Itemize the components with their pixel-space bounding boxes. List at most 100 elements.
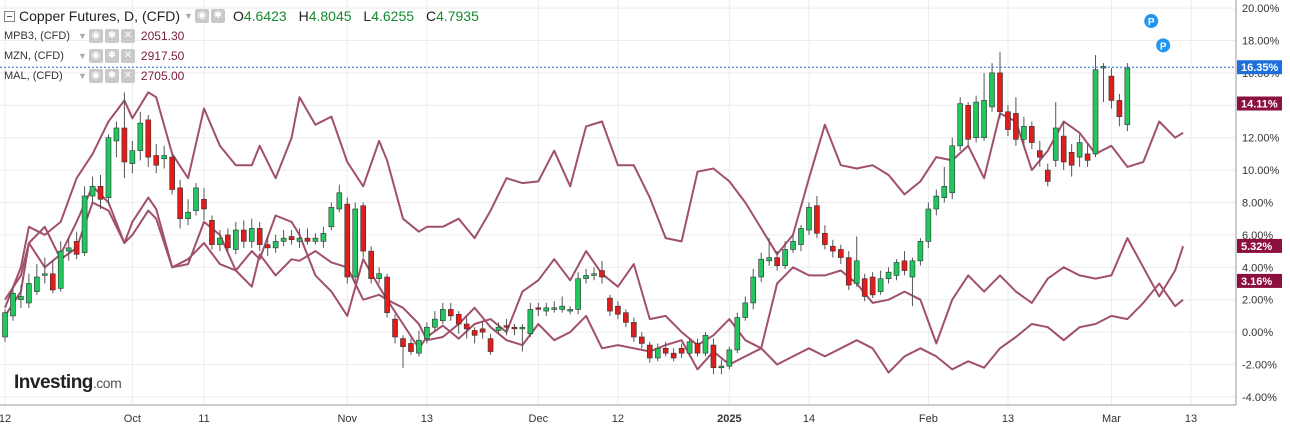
candle: [567, 306, 573, 315]
candle: [1092, 55, 1099, 158]
x-tick-label: 2025: [717, 413, 741, 425]
candle-body: [654, 347, 661, 359]
candle: [989, 63, 995, 112]
compare-name[interactable]: MPB3, (CFD): [4, 30, 70, 42]
candle-body: [997, 72, 1003, 113]
candle-body: [495, 326, 502, 331]
candle-body: [1052, 127, 1059, 161]
chevron-down-icon[interactable]: ▼: [78, 51, 87, 61]
y-tick-label: 8.00%: [1242, 198, 1273, 210]
candle-body: [742, 302, 749, 318]
candle: [822, 225, 828, 250]
candle: [424, 322, 430, 344]
settings-icon[interactable]: ✱: [104, 49, 119, 63]
axis-price-label-bg: [1237, 273, 1282, 288]
symbol-title[interactable]: Copper Futures, D, (CFD): [19, 8, 181, 24]
candle: [2, 309, 8, 342]
eye-icon[interactable]: ◉: [88, 49, 103, 63]
candle: [837, 244, 844, 265]
settings-icon[interactable]: ✱: [104, 29, 119, 43]
candle: [352, 202, 359, 284]
axis-price-label-text: 5.32%: [1241, 241, 1272, 253]
candle-body: [41, 273, 48, 276]
candle: [710, 338, 717, 375]
candle: [201, 187, 207, 221]
collapse-legend-icon[interactable]: [4, 10, 15, 22]
candle-body: [1076, 142, 1083, 158]
axis-price-label-bg: [1237, 60, 1282, 75]
candle-body: [89, 186, 96, 197]
candle-body: [543, 307, 550, 312]
candle: [877, 270, 884, 295]
candle: [145, 115, 152, 167]
candle-body: [750, 276, 757, 304]
candle: [670, 348, 677, 362]
settings-icon[interactable]: ✱: [104, 69, 119, 83]
close-icon[interactable]: ✕: [120, 49, 135, 63]
x-tick-label: Oct: [124, 413, 141, 425]
candle: [368, 246, 374, 284]
y-tick-label: 20.00%: [1242, 3, 1280, 15]
candle-body: [479, 328, 486, 333]
candle: [830, 239, 836, 258]
axis-price-label-text: 14.11%: [1241, 99, 1278, 111]
candle-body: [65, 247, 72, 252]
candle: [49, 260, 56, 294]
candle: [376, 267, 382, 284]
settings-icon[interactable]: ✱: [210, 9, 225, 23]
eye-icon[interactable]: ◉: [194, 9, 209, 23]
candle-body: [169, 156, 175, 190]
y-tick-label: 6.00%: [1242, 230, 1273, 242]
candle: [702, 332, 709, 357]
eye-icon[interactable]: ◉: [88, 69, 103, 83]
candle-body: [806, 207, 812, 231]
candle-body: [734, 317, 741, 351]
x-tick-label: Mar: [1102, 413, 1121, 425]
candle: [758, 252, 765, 282]
candle: [73, 231, 80, 260]
candle-body: [909, 260, 916, 278]
candle-body: [822, 232, 828, 245]
candle: [312, 233, 319, 245]
candle-body: [1124, 67, 1131, 126]
close-icon[interactable]: ✕: [120, 29, 135, 43]
chevron-down-icon[interactable]: ▼: [78, 31, 87, 41]
candle-body: [161, 155, 167, 160]
candle: [57, 241, 64, 292]
candle-body: [1037, 150, 1043, 158]
candle-body: [264, 244, 271, 249]
candle: [1037, 140, 1043, 167]
candle-body: [280, 237, 287, 242]
candle-body: [646, 344, 653, 359]
axis-price-label: 14.11%: [1237, 96, 1282, 111]
candle-body: [217, 237, 223, 245]
eye-icon[interactable]: ◉: [88, 29, 103, 43]
candle: [519, 324, 526, 352]
candle: [432, 311, 438, 331]
candle: [646, 341, 653, 363]
chevron-down-icon[interactable]: ▼: [78, 71, 87, 81]
candle-body: [360, 205, 367, 252]
close-icon[interactable]: ✕: [120, 69, 135, 83]
candle: [869, 272, 876, 299]
chevron-down-icon[interactable]: ▼: [184, 11, 193, 21]
candle: [694, 338, 701, 357]
candle-body: [376, 273, 382, 279]
candle: [447, 302, 454, 321]
x-tick-label: 12: [0, 413, 11, 425]
candle-body: [511, 326, 518, 330]
candle-body: [1116, 100, 1123, 117]
candle-body: [97, 186, 104, 200]
candle: [264, 236, 271, 256]
axis-price-label: 16.35%: [1237, 60, 1282, 74]
compare-name[interactable]: MAL, (CFD): [4, 70, 63, 82]
compare-name[interactable]: MZN, (CFD): [4, 50, 64, 62]
candle-body: [416, 339, 422, 354]
candle-body: [18, 296, 24, 300]
candle: [845, 251, 852, 290]
candle: [1116, 93, 1123, 127]
candle-body: [288, 236, 295, 241]
candle: [320, 226, 327, 248]
candle-body: [185, 211, 191, 220]
